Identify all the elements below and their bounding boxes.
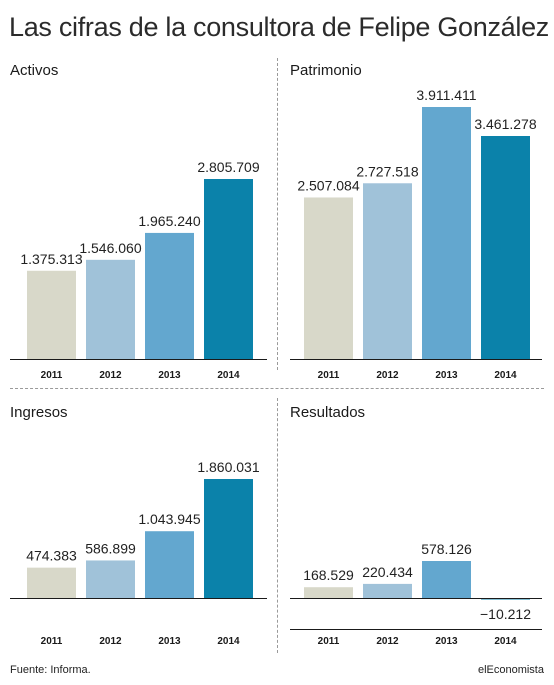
bar-patrimonio-2014: [481, 136, 530, 359]
bar-resultados-2013: [422, 561, 471, 598]
value-label-ingresos-2014: 1.860.031: [197, 459, 259, 475]
value-label-activos-2014: 2.805.709: [197, 159, 259, 175]
category-label-activos-2013: 2013: [158, 370, 181, 381]
value-label-patrimonio-2013: 3.911.411: [416, 87, 476, 103]
bar-ingresos-2013: [145, 531, 194, 598]
bar-resultados-2012: [363, 583, 412, 598]
value-label-resultados-2013: 578.126: [421, 541, 472, 557]
panel-patrimonio: Patrimonio 2.507.084 2011 2.727.518 2012 3.9…: [290, 62, 542, 381]
panel-resultados: Resultados 168.529 2011 220.434 2012 578.126…: [290, 404, 542, 647]
panel-title-resultados: Resultados: [290, 404, 366, 421]
panel-activos: Activos 1.375.313 2011 1.546.060 2012 1.965.…: [0, 0, 277, 388]
category-label-ingresos-2012: 2012: [99, 636, 122, 647]
chart-activos: 1.375.313 2011 1.546.060 2012 1.965.240 2013 2…: [10, 159, 267, 381]
category-label-patrimonio-2011: 2011: [318, 370, 340, 381]
category-label-ingresos-2014: 2014: [217, 636, 240, 647]
category-label-resultados-2014: 2014: [494, 636, 517, 647]
bar-activos-2013: [145, 232, 194, 359]
category-label-activos-2011: 2011: [41, 370, 63, 381]
value-label-ingresos-2013: 1.043.945: [138, 511, 200, 527]
value-label-activos-2013: 1.965.240: [138, 213, 200, 229]
bar-activos-2011: [27, 270, 76, 359]
chart-ingresos: 474.383 2011 586.899 2012 1.043.945 2013 1.860…: [10, 459, 267, 647]
value-label-ingresos-2011: 474.383: [26, 548, 77, 564]
panel-title-activos: Activos: [10, 62, 59, 79]
bar-resultados-2011: [304, 587, 353, 598]
category-label-resultados-2012: 2012: [376, 636, 399, 647]
category-label-patrimonio-2013: 2013: [435, 370, 458, 381]
category-label-patrimonio-2012: 2012: [376, 370, 399, 381]
value-label-patrimonio-2012: 2.727.518: [356, 163, 418, 179]
bar-patrimonio-2013: [422, 107, 471, 359]
chart-title: Las cifras de la consultora de Felipe Go…: [9, 12, 550, 42]
category-label-activos-2012: 2012: [99, 370, 122, 381]
panel-ingresos: Ingresos 474.383 2011 586.899 2012 1.043.945…: [0, 0, 277, 660]
value-label-resultados-2014: −10.212: [480, 606, 531, 622]
value-label-activos-2012: 1.546.060: [79, 240, 141, 256]
chart-resultados: 168.529 2011 220.434 2012 578.126 2013 −10.212…: [290, 541, 542, 647]
brand-logo: elEconomista: [477, 664, 544, 676]
category-label-resultados-2011: 2011: [318, 636, 340, 647]
value-label-activos-2011: 1.375.313: [20, 251, 82, 267]
bar-ingresos-2014: [204, 479, 253, 598]
vertical-divider-top: [277, 58, 278, 370]
panel-title-patrimonio: Patrimonio: [290, 62, 362, 79]
bar-patrimonio-2011: [304, 197, 353, 359]
category-label-resultados-2013: 2013: [435, 636, 458, 647]
bar-activos-2014: [204, 179, 253, 359]
category-label-ingresos-2013: 2013: [158, 636, 181, 647]
bar-ingresos-2011: [27, 567, 76, 598]
value-label-patrimonio-2014: 3.461.278: [474, 116, 536, 132]
category-label-activos-2014: 2014: [217, 370, 240, 381]
value-label-ingresos-2012: 586.899: [85, 540, 136, 556]
bar-activos-2012: [86, 259, 135, 359]
source-note: Fuente: Informa.: [10, 664, 91, 676]
category-label-ingresos-2011: 2011: [41, 636, 63, 647]
bar-patrimonio-2012: [363, 183, 412, 359]
value-label-resultados-2011: 168.529: [303, 567, 354, 583]
value-label-patrimonio-2011: 2.507.084: [297, 177, 359, 193]
horizontal-divider: [10, 388, 544, 389]
value-label-resultados-2012: 220.434: [362, 564, 413, 580]
vertical-divider-bottom: [277, 398, 278, 653]
panel-title-ingresos: Ingresos: [10, 404, 68, 421]
category-label-patrimonio-2014: 2014: [494, 370, 517, 381]
chart-patrimonio: 2.507.084 2011 2.727.518 2012 3.911.411 2013 3…: [290, 87, 542, 381]
bar-ingresos-2012: [86, 560, 135, 598]
